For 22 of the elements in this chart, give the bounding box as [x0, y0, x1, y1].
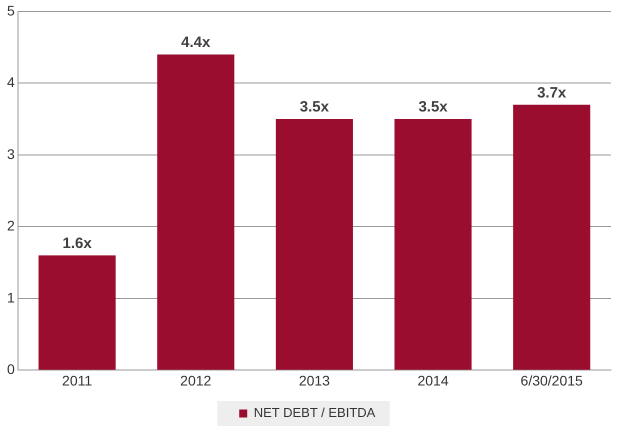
x-tick-label: 2012 [180, 372, 212, 388]
data-label: 3.5x [418, 98, 448, 116]
data-label: 3.7x [537, 84, 567, 102]
bar [394, 119, 472, 370]
x-tick-label: 6/30/2015 [520, 372, 584, 388]
y-tick-label: 5 [6, 2, 15, 18]
bar [157, 54, 234, 370]
y-tick-label: 0 [6, 361, 15, 378]
x-tick-label: 2013 [298, 372, 330, 388]
data-label: 4.4x [181, 34, 211, 52]
x-tick-label: 2011 [62, 372, 92, 388]
bar [276, 119, 353, 370]
x-tick-label: 2014 [417, 372, 449, 388]
y-tick-label: 2 [6, 218, 15, 234]
y-tick-label: 1 [6, 289, 15, 306]
data-label: 3.5x [300, 98, 330, 116]
y-tick-label: 4 [6, 74, 15, 90]
y-tick-label: 3 [6, 146, 15, 162]
data-label: 1.6x [62, 235, 92, 252]
bar [38, 255, 116, 370]
bar [513, 104, 590, 370]
legend-label: NET DEBT / EBITDA [254, 405, 376, 420]
